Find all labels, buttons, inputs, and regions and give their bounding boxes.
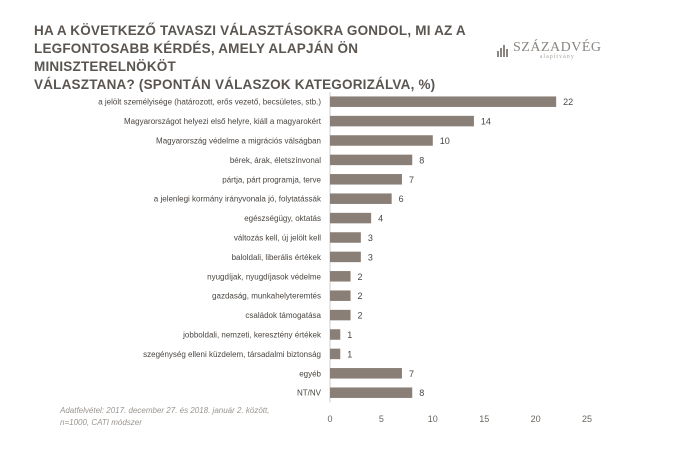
- data-label-12: 1: [347, 330, 352, 340]
- x-tick-label-3: 15: [479, 414, 489, 424]
- data-label-10: 2: [358, 291, 363, 301]
- bar-9: [330, 271, 351, 282]
- footnote-line-2: n=1000, CATI módszer: [60, 418, 142, 427]
- logo-name: SZÁZADVÉG: [513, 40, 602, 55]
- category-label-15: NT/NV: [297, 389, 322, 398]
- data-label-8: 3: [368, 252, 373, 262]
- data-label-3: 8: [419, 155, 424, 165]
- x-tick-label-0: 0: [327, 414, 332, 424]
- bar-13: [330, 348, 341, 360]
- category-label-4: pártja, párt programja, terve: [222, 175, 321, 184]
- data-label-9: 2: [358, 272, 363, 282]
- footnote: Adatfelvétel: 2017. december 27. és 2018…: [60, 405, 269, 429]
- bar-7: [330, 232, 361, 243]
- data-label-11: 2: [358, 311, 363, 321]
- bar-11: [330, 309, 351, 321]
- title-line-2: LEGFONTOSABB KÉRDÉS, AMELY ALAPJÁN ÖN MI…: [34, 41, 359, 74]
- bar-15: [330, 387, 413, 398]
- data-label-1: 14: [481, 117, 491, 127]
- x-tick-label-1: 5: [379, 414, 384, 424]
- category-label-12: jobboldali, nemzeti, keresztény értékek: [182, 331, 322, 340]
- bar-1: [330, 115, 474, 127]
- chart-title: HA A KÖVETKEZŐ TAVASZI VÁLASZTÁSOKRA GON…: [34, 22, 504, 94]
- data-label-0: 22: [563, 97, 573, 107]
- title-line-1: HA A KÖVETKEZŐ TAVASZI VÁLASZTÁSOKRA GON…: [34, 23, 466, 38]
- data-label-7: 3: [368, 233, 373, 243]
- category-label-3: bérek, árak, életszínvonal: [230, 156, 321, 165]
- data-label-15: 8: [419, 388, 424, 398]
- x-tick-label-5: 25: [582, 414, 592, 424]
- bar-10: [330, 290, 351, 301]
- data-label-13: 1: [347, 349, 352, 359]
- x-tick-label-4: 20: [531, 414, 541, 424]
- logo-subtitle: alapítvány: [539, 54, 575, 60]
- category-label-7: változás kell, új jelölt kell: [234, 234, 321, 243]
- bar-2: [330, 135, 433, 146]
- category-label-8: baloldali, liberális értékek: [232, 253, 322, 262]
- data-label-14: 7: [409, 369, 414, 379]
- title-line-3: VÁLASZTANA? (SPONTÁN VÁLASZOK KATEGORIZÁ…: [34, 77, 436, 92]
- category-label-9: nyugdíjak, nyugdíjasok védelme: [207, 272, 321, 281]
- x-tick-label-2: 10: [428, 414, 438, 424]
- bar-14: [330, 368, 402, 379]
- bar-12: [330, 329, 341, 340]
- category-label-13: szegénység elleni küzdelem, társadalmi b…: [143, 350, 321, 359]
- data-label-2: 10: [440, 136, 450, 146]
- footnote-line-1: Adatfelvétel: 2017. december 27. és 2018…: [60, 406, 270, 415]
- bar-4: [330, 174, 402, 185]
- data-label-6: 4: [378, 214, 383, 224]
- bar-3: [330, 154, 413, 166]
- bar-chart-logo-icon: [497, 44, 508, 57]
- category-label-10: gazdaság, munkahelyteremtés: [212, 292, 321, 301]
- category-label-5: a jelenlegi kormány irányvonala jó, foly…: [154, 195, 322, 204]
- category-label-1: Magyarországot helyezi első helyre, kiál…: [124, 117, 322, 126]
- category-label-2: Magyarország védelme a migrációs válságb…: [156, 137, 321, 146]
- category-label-6: egészségügy, oktatás: [244, 214, 321, 223]
- bar-8: [330, 251, 361, 263]
- category-label-14: egyéb: [299, 369, 321, 378]
- data-label-4: 7: [409, 175, 414, 185]
- category-label-0: a jelölt személyisége (határozott, erős …: [98, 98, 321, 107]
- bar-6: [330, 212, 372, 224]
- szazadveg-logo: SZÁZADVÉG alapítvány: [497, 40, 602, 60]
- bar-5: [330, 193, 392, 204]
- data-label-5: 6: [399, 194, 404, 204]
- category-label-11: családok támogatása: [245, 311, 321, 320]
- bar-0: [330, 96, 557, 107]
